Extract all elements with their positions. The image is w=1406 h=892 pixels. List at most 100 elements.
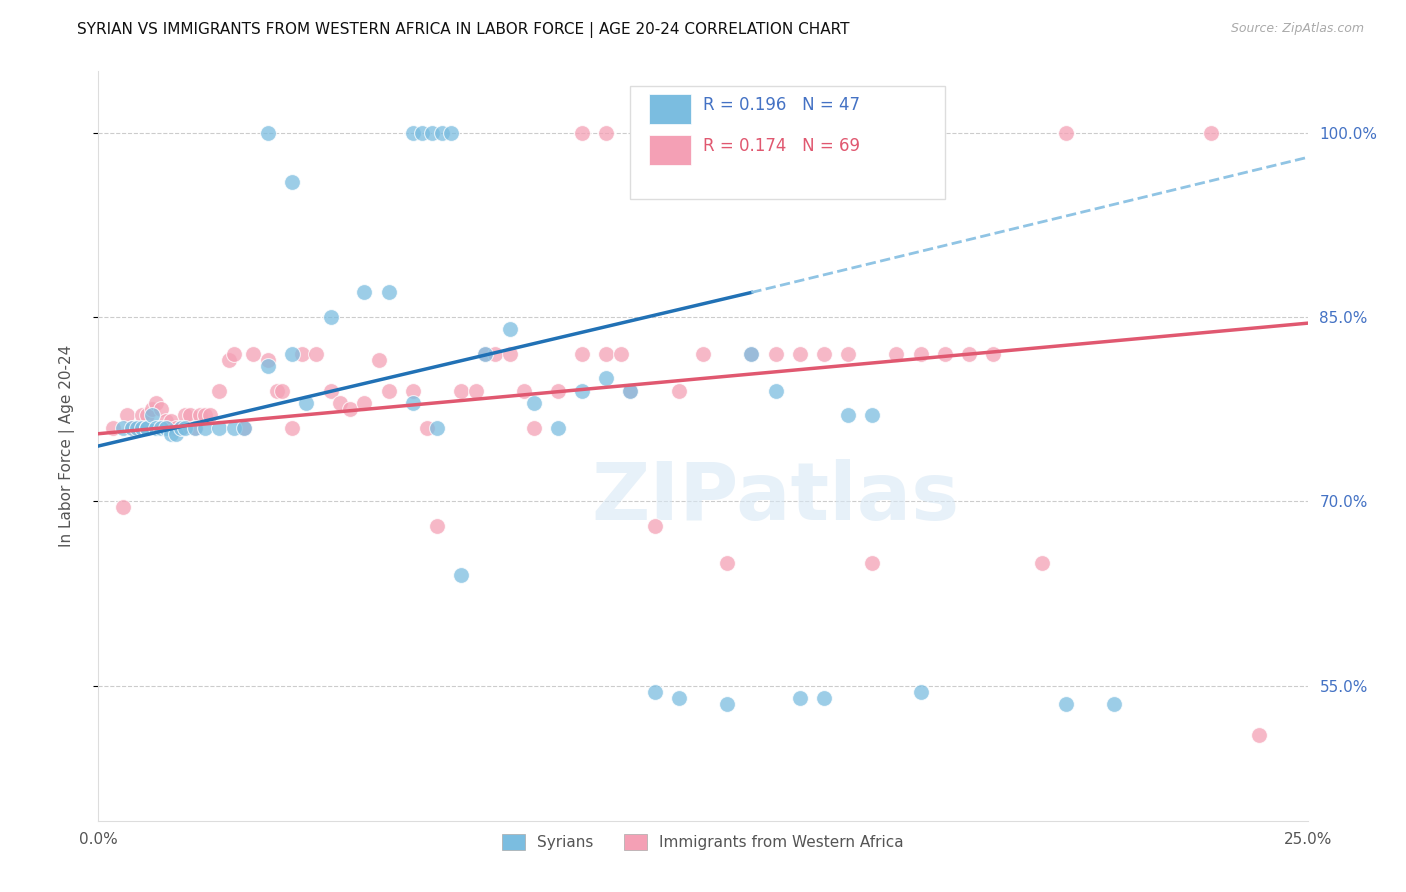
- Point: [305, 347, 328, 361]
- Point: [184, 420, 207, 434]
- Point: [813, 347, 835, 361]
- Point: [222, 347, 245, 361]
- Point: [910, 684, 932, 698]
- Point: [740, 347, 762, 361]
- Point: [111, 500, 134, 515]
- Point: [256, 126, 278, 140]
- Point: [513, 384, 536, 398]
- Point: [208, 420, 231, 434]
- Point: [141, 409, 163, 423]
- Point: [644, 684, 666, 698]
- Point: [169, 420, 191, 434]
- Point: [198, 409, 221, 423]
- Point: [402, 126, 425, 140]
- Point: [1199, 126, 1222, 140]
- Point: [440, 126, 463, 140]
- Point: [571, 384, 593, 398]
- Point: [430, 126, 453, 140]
- Point: [668, 384, 690, 398]
- Point: [319, 310, 342, 324]
- Point: [155, 420, 177, 434]
- FancyBboxPatch shape: [648, 94, 690, 124]
- Point: [702, 126, 724, 140]
- Point: [1102, 697, 1125, 711]
- Point: [339, 402, 361, 417]
- Point: [813, 690, 835, 705]
- Text: R = 0.174   N = 69: R = 0.174 N = 69: [703, 137, 860, 155]
- Point: [523, 420, 546, 434]
- Point: [329, 396, 352, 410]
- Point: [595, 371, 617, 385]
- Point: [131, 409, 153, 423]
- Point: [450, 384, 472, 398]
- Point: [837, 409, 859, 423]
- Point: [135, 420, 157, 434]
- Point: [426, 519, 449, 533]
- Point: [281, 420, 304, 434]
- Text: ZIPatlas: ZIPatlas: [592, 459, 960, 538]
- Point: [121, 420, 143, 434]
- FancyBboxPatch shape: [648, 135, 690, 165]
- Point: [668, 126, 690, 140]
- Point: [266, 384, 288, 398]
- Point: [981, 347, 1004, 361]
- Point: [498, 322, 520, 336]
- Point: [165, 420, 187, 434]
- Text: R = 0.196   N = 47: R = 0.196 N = 47: [703, 96, 860, 114]
- Point: [716, 697, 738, 711]
- Point: [498, 347, 520, 361]
- Legend: Syrians, Immigrants from Western Africa: Syrians, Immigrants from Western Africa: [495, 827, 911, 858]
- Point: [160, 426, 183, 441]
- Point: [765, 347, 787, 361]
- Point: [232, 420, 254, 434]
- Point: [789, 347, 811, 361]
- Point: [957, 347, 980, 361]
- Point: [1054, 126, 1077, 140]
- Point: [368, 353, 391, 368]
- Point: [131, 420, 153, 434]
- Point: [281, 175, 304, 189]
- Point: [711, 126, 734, 140]
- Point: [145, 396, 167, 410]
- Point: [174, 409, 197, 423]
- Point: [194, 420, 217, 434]
- Point: [474, 347, 496, 361]
- Point: [765, 384, 787, 398]
- Point: [934, 347, 956, 361]
- Point: [377, 285, 399, 300]
- Point: [232, 420, 254, 434]
- Point: [571, 126, 593, 140]
- Point: [188, 409, 211, 423]
- Point: [319, 384, 342, 398]
- Point: [523, 396, 546, 410]
- Point: [155, 414, 177, 428]
- Point: [281, 347, 304, 361]
- Point: [595, 347, 617, 361]
- FancyBboxPatch shape: [630, 87, 945, 199]
- Point: [121, 420, 143, 434]
- Point: [295, 396, 318, 410]
- Point: [1031, 556, 1053, 570]
- Point: [150, 420, 173, 434]
- Point: [420, 126, 443, 140]
- Point: [377, 384, 399, 398]
- Point: [222, 420, 245, 434]
- Point: [127, 420, 149, 434]
- Point: [692, 126, 714, 140]
- Point: [411, 126, 433, 140]
- Point: [619, 384, 641, 398]
- Point: [716, 556, 738, 570]
- Text: SYRIAN VS IMMIGRANTS FROM WESTERN AFRICA IN LABOR FORCE | AGE 20-24 CORRELATION : SYRIAN VS IMMIGRANTS FROM WESTERN AFRICA…: [77, 22, 849, 38]
- Point: [242, 347, 264, 361]
- Point: [353, 285, 375, 300]
- Point: [837, 347, 859, 361]
- Point: [740, 347, 762, 361]
- Point: [402, 384, 425, 398]
- Point: [547, 420, 569, 434]
- Point: [145, 420, 167, 434]
- Point: [886, 347, 908, 361]
- Point: [160, 414, 183, 428]
- Point: [271, 384, 294, 398]
- Point: [135, 409, 157, 423]
- Point: [789, 690, 811, 705]
